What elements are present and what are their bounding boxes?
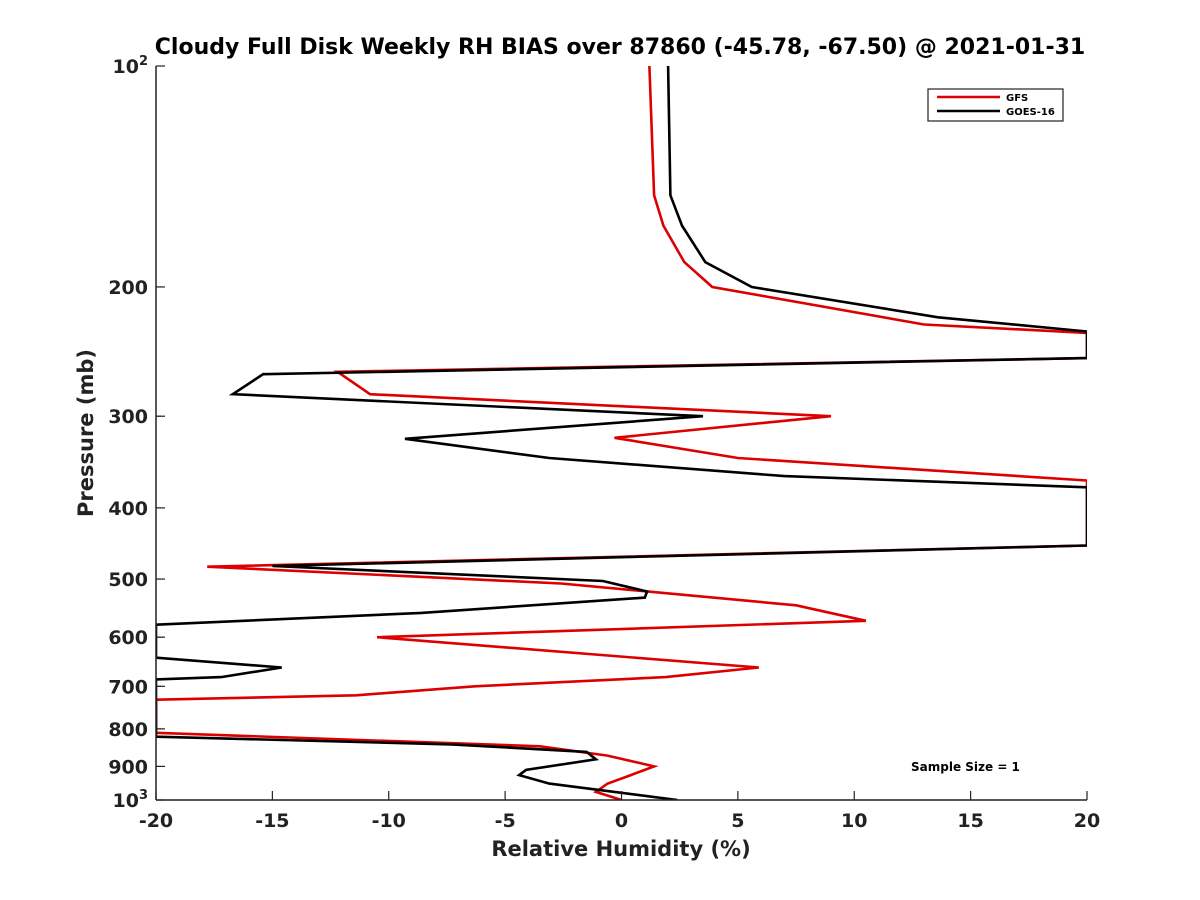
sample-size-annotation: Sample Size = 1 <box>911 760 1020 774</box>
x-ticks: -20 -15 -10 -5 0 5 10 15 20 <box>139 791 1100 832</box>
y-tick-label: 103 <box>113 788 149 812</box>
y-tick-label: 200 <box>108 277 148 299</box>
series-line-gfs <box>156 66 1087 800</box>
x-tick-label: -10 <box>372 810 406 832</box>
x-tick-label: -15 <box>255 810 289 832</box>
y-tick-label: 102 <box>113 54 149 78</box>
legend-label-goes16: GOES-16 <box>1006 107 1055 118</box>
x-tick-label: -5 <box>495 810 516 832</box>
y-tick-label: 600 <box>108 627 148 649</box>
legend: GFS GOES-16 <box>927 88 1064 122</box>
y-tick-label: 900 <box>108 756 148 778</box>
x-tick-label: 0 <box>615 810 628 832</box>
series-line-goes16 <box>156 66 1087 800</box>
y-tick-label: 800 <box>108 719 148 741</box>
y-tick-label: 400 <box>108 498 148 520</box>
chart-title: Cloudy Full Disk Weekly RH BIAS over 878… <box>155 35 1085 60</box>
x-tick-label: 10 <box>841 810 867 832</box>
x-tick-label: 15 <box>957 810 983 832</box>
x-axis-label: Relative Humidity (%) <box>491 837 750 861</box>
y-axis-label: Pressure (mb) <box>74 349 98 517</box>
plot-axes <box>155 66 1087 801</box>
y-tick-label: 500 <box>108 569 148 591</box>
x-tick-label: -20 <box>139 810 173 832</box>
x-tick-label: 20 <box>1074 810 1100 832</box>
series-layer <box>156 66 1087 800</box>
legend-box <box>927 88 1064 122</box>
y-tick-label: 700 <box>108 676 148 698</box>
x-tick-label: 5 <box>731 810 744 832</box>
y-tick-label: 300 <box>108 406 148 428</box>
legend-label-gfs: GFS <box>1006 93 1028 104</box>
y-ticks: 102 200 300 400 500 600 700 800 900 103 <box>108 54 165 812</box>
